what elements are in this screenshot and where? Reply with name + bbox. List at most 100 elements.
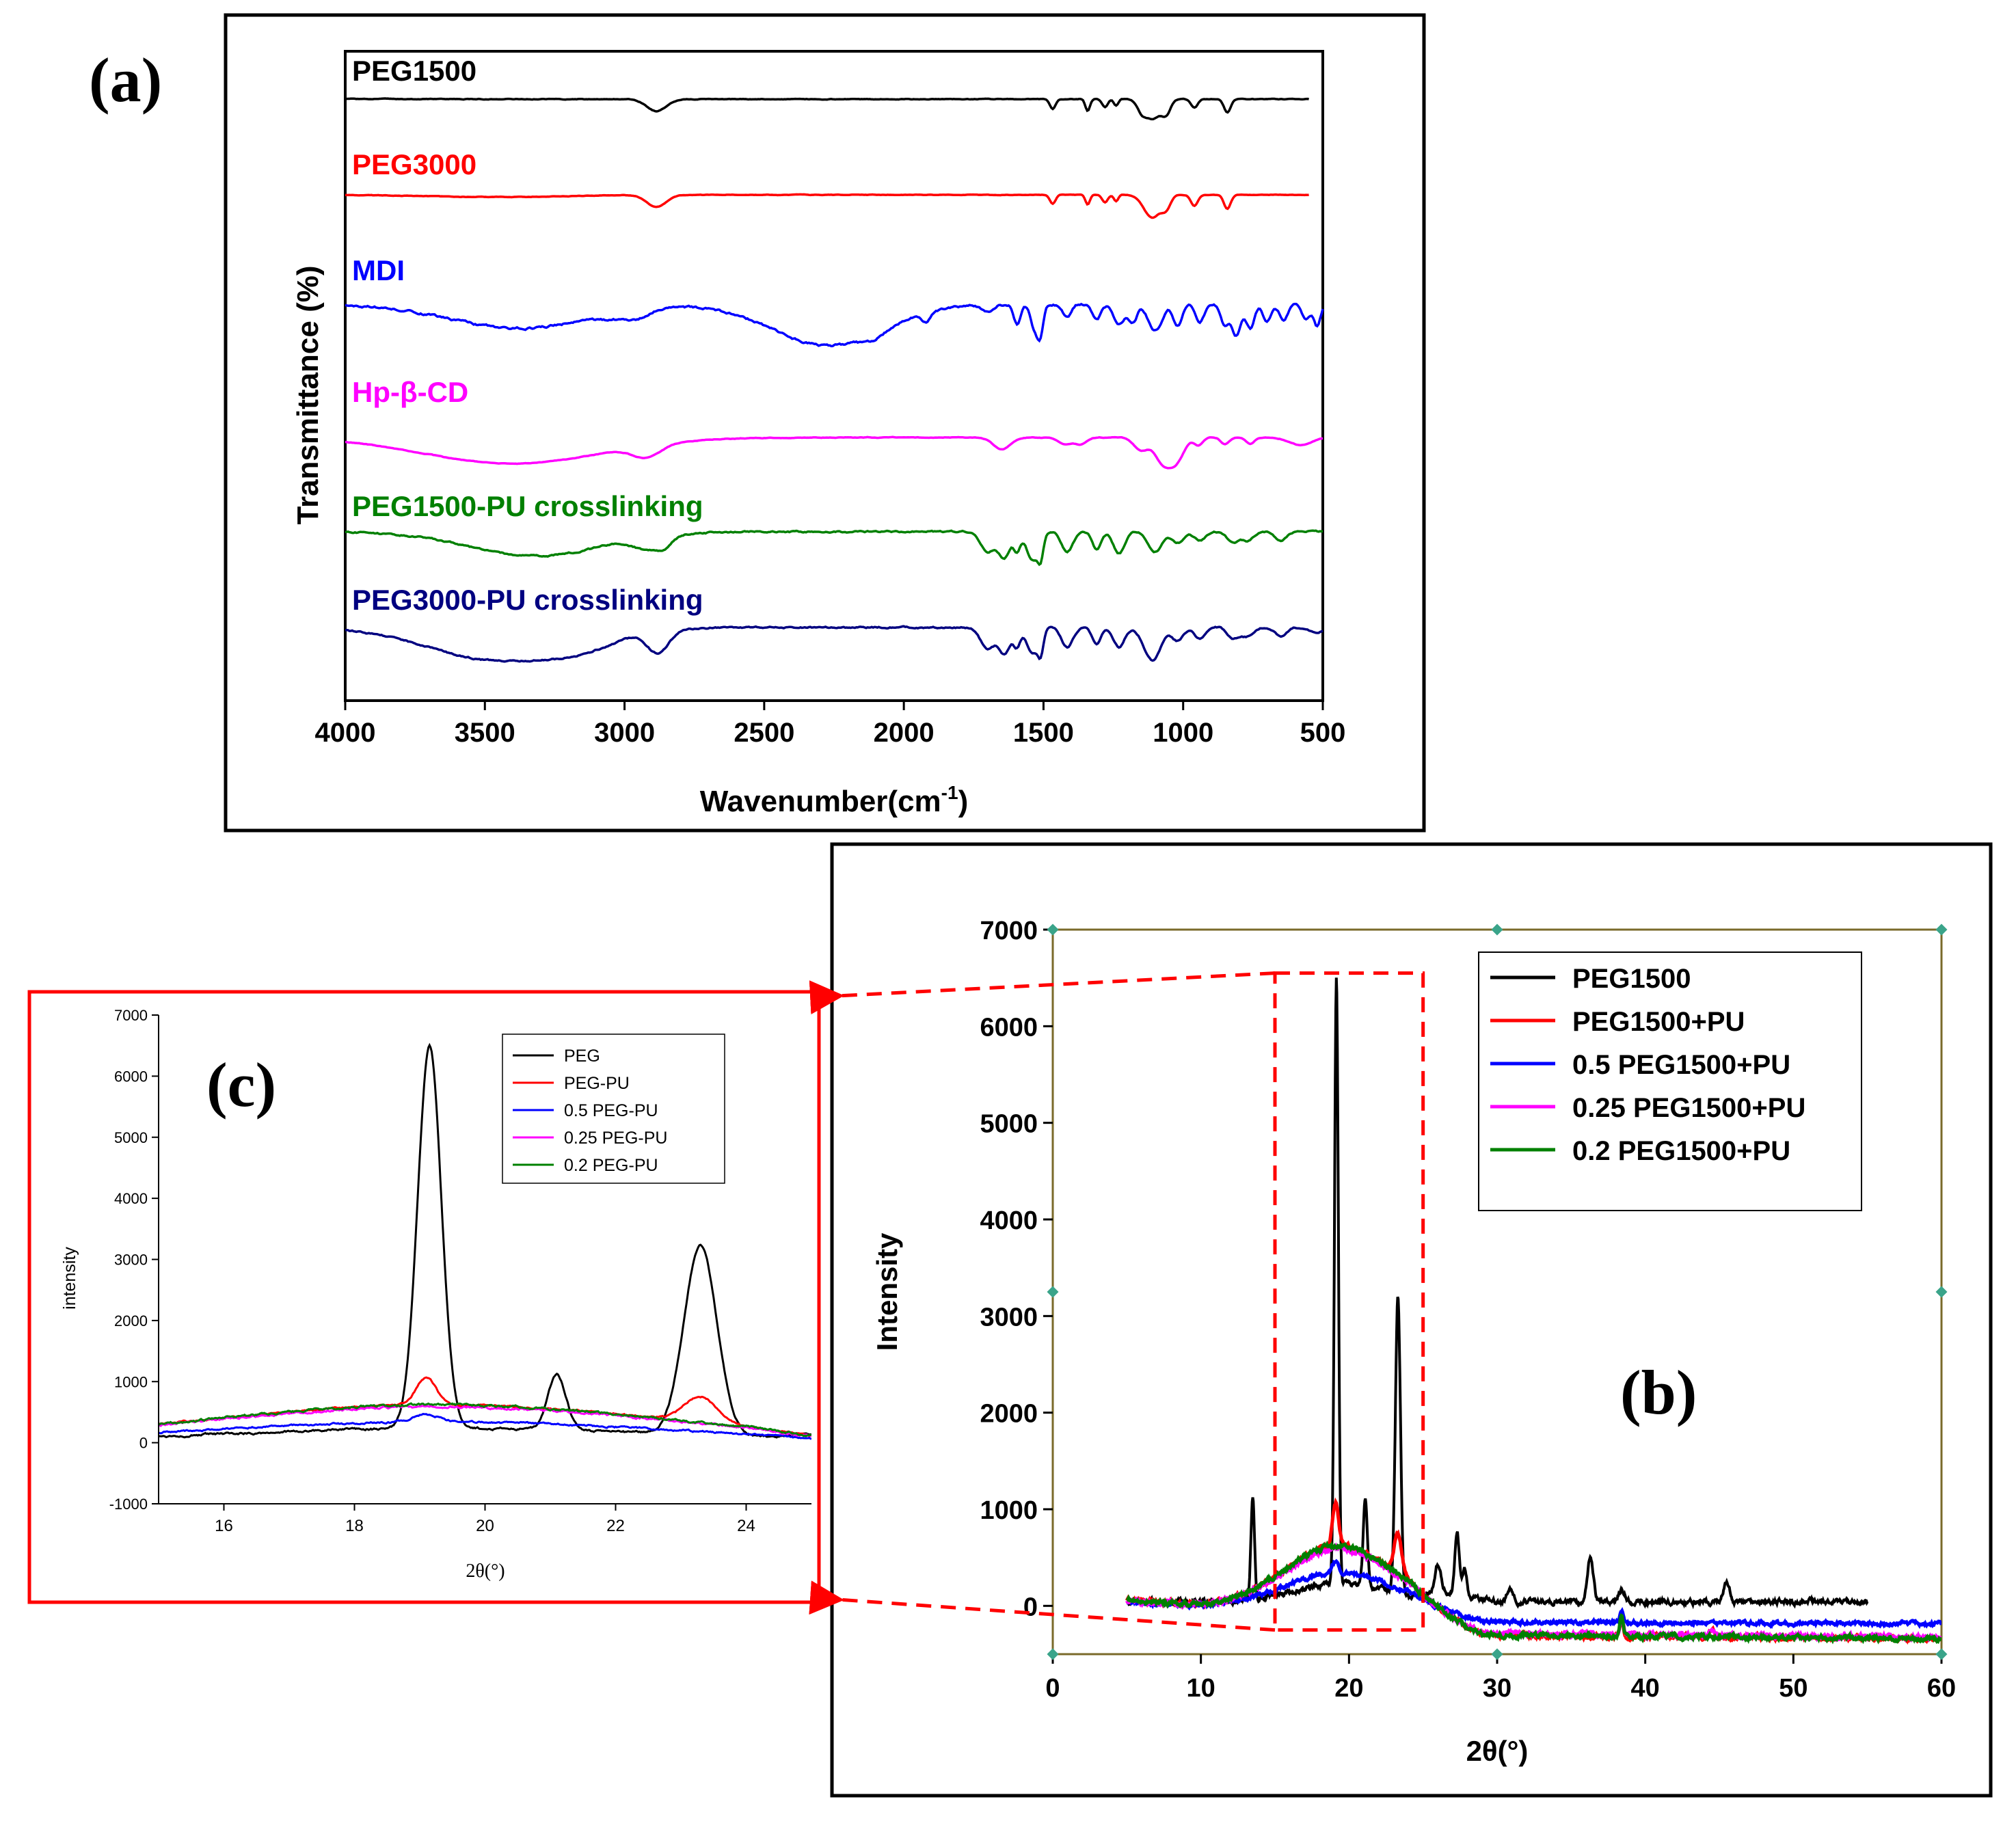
ftir-x-tick-label: 2500 (734, 718, 794, 748)
ftir-label-peg1500: PEG1500 (352, 55, 476, 87)
ftir-series (345, 97, 1324, 663)
connector-top-arrow (809, 971, 1276, 1015)
ftir-x-tick-label: 1000 (1153, 718, 1213, 748)
zoom-ticks: 16 18 20 22 24 -1000 0 1000 2000 3000 4000 5000 6000… (109, 1007, 755, 1535)
panel-c-frame (27, 990, 821, 1604)
xrd-zoom-region (1273, 971, 1425, 1632)
zoom-x-tick-label: 20 (476, 1517, 494, 1535)
zoom-y-tick-label: 7000 (114, 1007, 148, 1024)
zoom-series-0-2-peg-pu (159, 1402, 811, 1437)
panel-b: 0 10 20 30 40 50 60 0 1000 2000 3000 4000 5000 6000 70… (830, 842, 1993, 1798)
xrd-axis-markers (1047, 923, 1948, 1660)
ftir-x-tick-label: 2000 (874, 718, 935, 748)
zoom-y-tick-label: 0 (139, 1435, 148, 1452)
ftir-label-peg3000-pu-crosslinking: PEG3000-PU crosslinking (352, 584, 703, 616)
xrd-plot: 0 10 20 30 40 50 60 0 1000 2000 3000 4000 5000 6000 70… (871, 917, 1956, 1767)
zoom-x-axis-label: 2θ(°) (466, 1561, 505, 1582)
xrd-axis-marker (1935, 1648, 1948, 1660)
ftir-label-peg1500-pu-crosslinking: PEG1500-PU crosslinking (352, 490, 703, 522)
xrd-axis-marker (1491, 1648, 1503, 1660)
panel-c: 16 18 20 22 24 -1000 0 1000 2000 3000 4000 5000 6000… (27, 990, 821, 1604)
ftir-axes-box (344, 50, 1324, 702)
ftir-plot: 4000 3500 3000 2500 2000 1500 1000 500 PEG1500 P… (291, 50, 1346, 818)
xrd-y-axis-label: Intensity (871, 1232, 903, 1351)
xrd-y-tick-label: 4000 (980, 1206, 1038, 1235)
xrd-legend-label-peg1500: PEG1500 (1572, 964, 1691, 994)
zoom-connectors (809, 971, 1276, 1632)
zoom-x-tick-label: 18 (345, 1517, 364, 1535)
zoom-plot: 16 18 20 22 24 -1000 0 1000 2000 3000 4000 5000 6000… (60, 1007, 811, 1582)
xrd-x-tick-label: 20 (1334, 1674, 1363, 1703)
zoom-y-tick-label: 3000 (114, 1252, 148, 1269)
xrd-y-tick-label: 6000 (980, 1013, 1038, 1042)
xrd-legend-label-0-2-peg1500-pu: 0.2 PEG1500+PU (1572, 1136, 1790, 1166)
xrd-series-0-2-peg1500-pu (1126, 1540, 1941, 1645)
xrd-y-tick-label: 3000 (980, 1303, 1038, 1332)
ftir-series-peg1500 (345, 97, 1309, 121)
zoom-legend-label-0-25-peg-pu: 0.25 PEG-PU (564, 1129, 667, 1148)
ftir-x-axis-label-base: Wavenumber(cm (700, 785, 941, 818)
ftir-x-ticks: 4000 3500 3000 2500 2000 1500 1000 500 (315, 701, 1346, 748)
zoom-y-tick-label: 1000 (114, 1373, 148, 1390)
ftir-x-tick-label: 3500 (455, 718, 515, 748)
xrd-y-tick-label: 7000 (980, 917, 1038, 945)
xrd-axis-marker (1935, 923, 1948, 936)
zoom-series (159, 1042, 811, 1440)
xrd-series (1125, 977, 1941, 1645)
ftir-label-peg3000: PEG3000 (352, 148, 476, 180)
ftir-series-peg1500-pu-crosslinking (345, 529, 1323, 567)
xrd-x-axis-label: 2θ(°) (1466, 1735, 1529, 1767)
ftir-x-tick-label: 4000 (315, 718, 376, 748)
panel-a-label: (a) (89, 45, 162, 115)
ftir-x-tick-label: 3000 (594, 718, 655, 748)
xrd-legend-box (1478, 951, 1862, 1211)
ftir-series-mdi (345, 302, 1324, 348)
xrd-axis-marker (1047, 1648, 1059, 1660)
zoom-x-tick-label: 16 (215, 1517, 233, 1535)
xrd-axis-marker (1047, 1286, 1059, 1298)
xrd-axis-marker (1935, 1286, 1948, 1298)
xrd-x-tick-label: 0 (1045, 1674, 1060, 1703)
ftir-x-axis-label: Wavenumber(cm-1) (700, 782, 968, 818)
zoom-legend-label-peg: PEG (564, 1046, 600, 1066)
ftir-x-tick-label: 1500 (1013, 718, 1074, 748)
zoom-legend: PEG PEG-PU 0.5 PEG-PU 0.25 PEG-PU 0.2 PEG-PU (502, 1034, 725, 1184)
zoom-series-0-5-peg-pu (159, 1413, 811, 1440)
xrd-y-tick-label: 5000 (980, 1110, 1038, 1139)
panel-c-label: (c) (206, 1050, 276, 1120)
xrd-x-tick-label: 30 (1483, 1674, 1511, 1703)
xrd-y-tick-label: 0 (1023, 1593, 1038, 1621)
xrd-legend: PEG1500 PEG1500+PU 0.5 PEG1500+PU 0.25 PEG1… (1478, 951, 1862, 1211)
zoom-y-tick-label: 5000 (114, 1129, 148, 1146)
panel-a-frame (224, 13, 1426, 833)
xrd-series-peg1500 (1126, 977, 1869, 1610)
zoom-legend-label-peg-pu: PEG-PU (564, 1074, 630, 1093)
zoom-legend-label-0-2-peg-pu: 0.2 PEG-PU (564, 1156, 658, 1175)
xrd-axis-marker (1047, 923, 1059, 936)
zoom-series-peg (159, 1042, 811, 1439)
xrd-axis-marker (1491, 923, 1503, 936)
ftir-series-peg3000-pu-crosslinking (345, 625, 1323, 663)
xrd-x-tick-label: 40 (1631, 1674, 1660, 1703)
xrd-legend-label-0-25-peg1500-pu: 0.25 PEG1500+PU (1572, 1093, 1805, 1123)
xrd-x-tick-label: 10 (1187, 1674, 1215, 1703)
ftir-x-tick-label: 500 (1300, 718, 1346, 748)
xrd-x-tick-label: 50 (1779, 1674, 1807, 1703)
ftir-x-axis-label-sup: -1 (941, 782, 958, 803)
ftir-series-peg3000 (345, 193, 1309, 219)
zoom-x-tick-label: 24 (737, 1517, 755, 1535)
panel-b-label: (b) (1620, 1358, 1697, 1427)
xrd-y-tick-label: 1000 (980, 1496, 1038, 1525)
ftir-label-mdi: MDI (352, 254, 405, 286)
ftir-series-hp-cd (345, 435, 1323, 470)
zoom-y-tick-label: 6000 (114, 1068, 148, 1085)
zoom-y-tick-label: -1000 (109, 1496, 148, 1513)
zoom-legend-label-0-5-peg-pu: 0.5 PEG-PU (564, 1101, 658, 1120)
ftir-y-axis-label: Transmittance (%) (291, 266, 325, 525)
panel-a: (a) 4000 3500 3000 2500 2000 1500 1000 500 PEG1… (89, 13, 1426, 833)
xrd-legend-label-peg1500-pu: PEG1500+PU (1572, 1007, 1745, 1037)
xrd-x-tick-label: 60 (1927, 1674, 1956, 1703)
zoom-y-tick-label: 4000 (114, 1190, 148, 1207)
zoom-y-axis-label: intensity (60, 1247, 79, 1310)
